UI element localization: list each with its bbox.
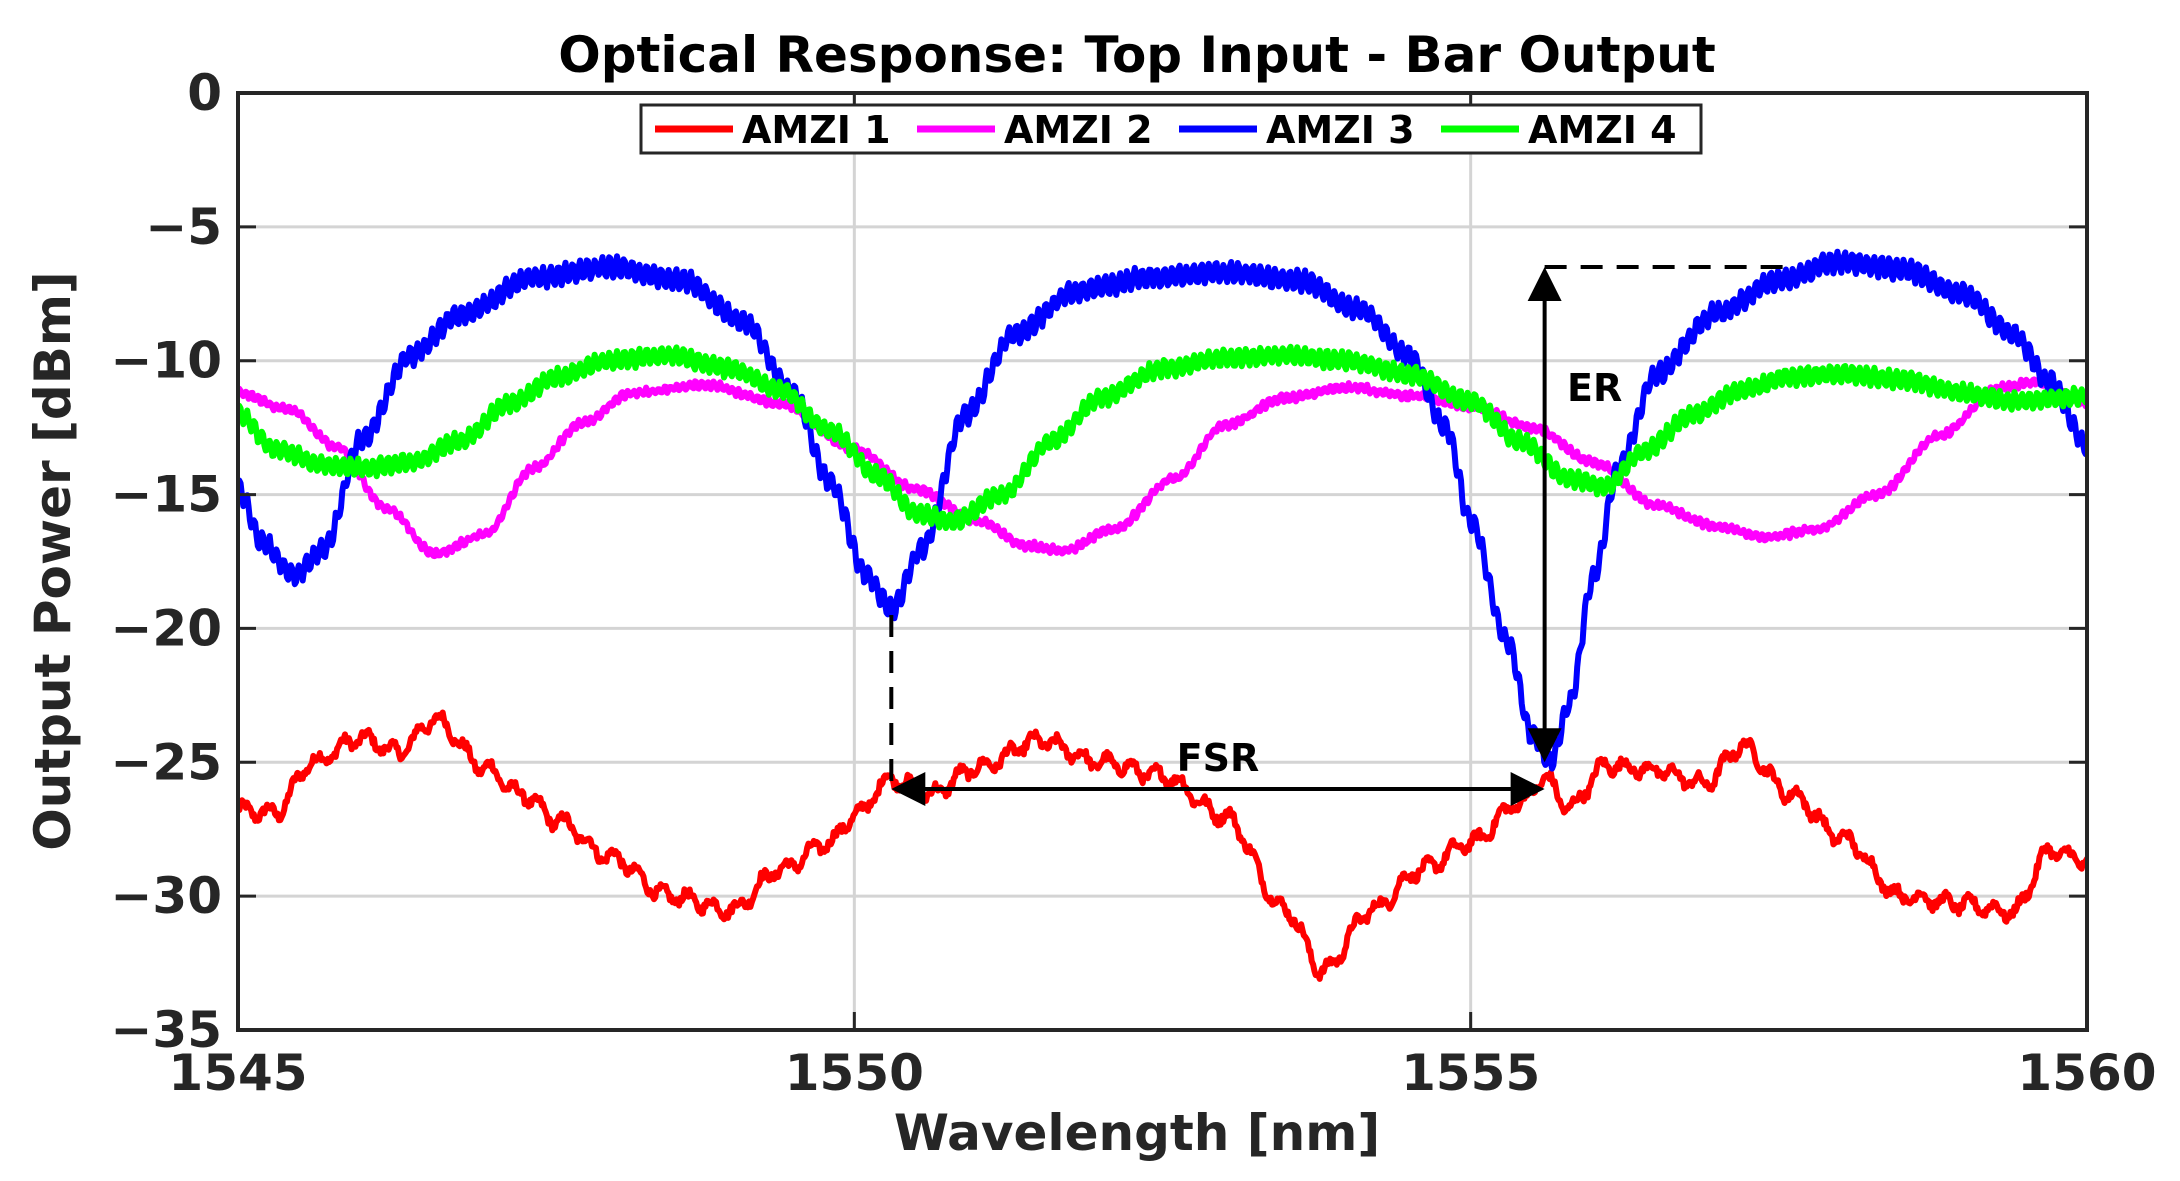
legend-box <box>639 103 1703 155</box>
er-arrow-head-end <box>1527 728 1562 763</box>
y-tick-label: −20 <box>111 599 222 657</box>
fsr-label: FSR <box>1177 736 1260 780</box>
y-tick-label: −25 <box>111 733 222 791</box>
x-tick-label: 1545 <box>168 1044 307 1102</box>
axis-ticks: 1545 1550 1555 1560 0 −5 −10 −15 −20 −25 −30 −35 <box>111 64 2157 1102</box>
er-label: ER <box>1567 366 1622 410</box>
fsr-arrow-head-start <box>891 772 926 807</box>
fsr-arrow-head-end <box>1510 772 1545 807</box>
series-line-amzi-1 <box>238 709 2087 982</box>
x-tick-label: 1560 <box>2017 1044 2156 1102</box>
y-axis-label: Output Power [dBm] <box>24 271 82 851</box>
legend-label: AMZI 2 <box>1004 108 1153 152</box>
legend-label: AMZI 1 <box>742 108 891 152</box>
chart-title: Optical Response: Top Input - Bar Output <box>558 26 1716 84</box>
series-line-amzi-3 <box>238 248 2087 772</box>
x-axis-label: Wavelength [nm] <box>894 1104 1380 1162</box>
y-tick-label: −35 <box>111 1001 222 1059</box>
series-group <box>238 248 2087 982</box>
y-tick-label: −30 <box>111 867 222 925</box>
y-tick-label: −5 <box>145 198 222 256</box>
er-arrow-head-start <box>1527 267 1562 302</box>
series-line-amzi-2 <box>238 375 2087 560</box>
plot-frame <box>236 91 2089 1032</box>
x-tick-label: 1555 <box>1401 1044 1540 1102</box>
legend-label: AMZI 4 <box>1528 108 1677 152</box>
y-tick-label: 0 <box>187 64 222 122</box>
legend-label: AMZI 3 <box>1266 108 1415 152</box>
series-line-amzi-4 <box>238 343 2087 531</box>
plot-area <box>238 93 2087 1030</box>
y-tick-label: −10 <box>111 332 222 390</box>
annotations: FSR ER <box>889 265 1792 807</box>
y-tick-label: −15 <box>111 466 222 524</box>
legend: AMZI 1 AMZI 2 AMZI 3 AMZI 4 <box>639 103 1703 155</box>
x-tick-label: 1550 <box>785 1044 924 1102</box>
